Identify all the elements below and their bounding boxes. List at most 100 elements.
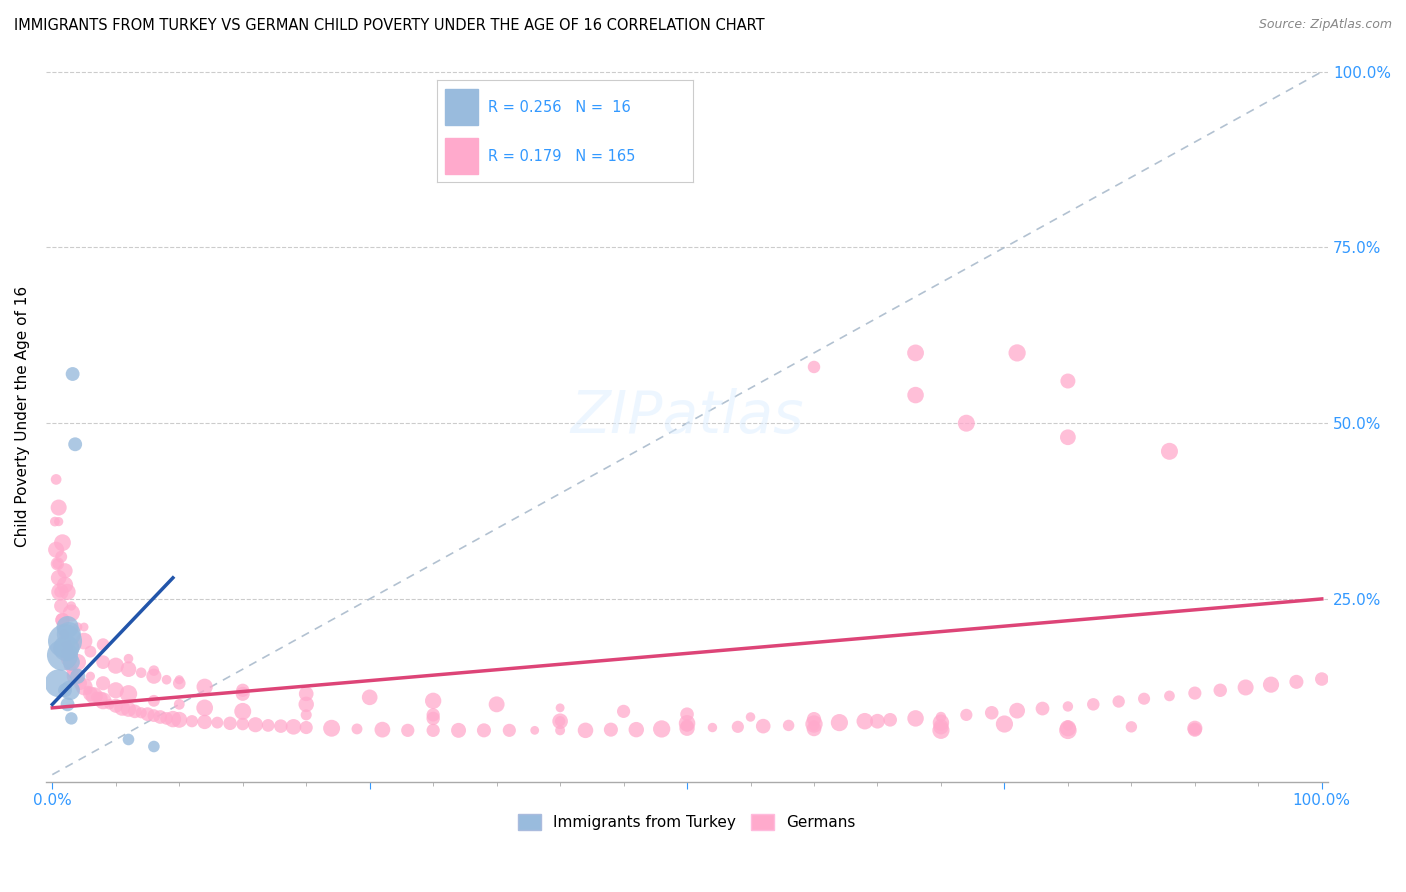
Point xyxy=(169,673,191,687)
Point xyxy=(45,472,67,486)
Point xyxy=(548,701,571,715)
Point xyxy=(599,723,621,737)
Point xyxy=(79,645,101,659)
Point xyxy=(162,712,184,726)
Point xyxy=(90,691,112,706)
Point xyxy=(194,701,217,715)
Point xyxy=(56,698,79,712)
Point xyxy=(1057,699,1080,714)
Point xyxy=(76,683,98,698)
Point xyxy=(181,714,204,729)
Point xyxy=(245,717,267,731)
Point xyxy=(53,564,76,578)
Point xyxy=(929,723,952,738)
Point xyxy=(346,722,368,736)
Point xyxy=(142,669,165,683)
Point xyxy=(651,722,673,736)
Point xyxy=(63,669,86,683)
Point xyxy=(73,680,96,694)
Point xyxy=(60,606,83,620)
Point xyxy=(79,669,101,683)
Point xyxy=(91,638,114,652)
Point xyxy=(803,359,825,374)
Point xyxy=(740,710,762,724)
Point xyxy=(1005,704,1028,718)
Point xyxy=(49,585,72,599)
Point xyxy=(904,388,927,402)
Point xyxy=(46,557,69,571)
Point xyxy=(295,707,318,722)
Point xyxy=(51,613,73,627)
Point xyxy=(676,707,699,722)
Point xyxy=(55,641,77,656)
Point xyxy=(1260,678,1282,692)
Point xyxy=(111,701,134,715)
Point xyxy=(232,705,254,719)
Point xyxy=(803,712,825,726)
Text: IMMIGRANTS FROM TURKEY VS GERMAN CHILD POVERTY UNDER THE AGE OF 16 CORRELATION C: IMMIGRANTS FROM TURKEY VS GERMAN CHILD P… xyxy=(14,18,765,33)
Point xyxy=(59,658,82,673)
Text: Source: ZipAtlas.com: Source: ZipAtlas.com xyxy=(1258,18,1392,31)
Point xyxy=(447,723,470,738)
Point xyxy=(169,713,191,727)
Point xyxy=(48,500,70,515)
Point xyxy=(62,367,84,381)
Point xyxy=(676,721,699,735)
Point xyxy=(142,739,165,754)
Point xyxy=(51,549,73,564)
Point xyxy=(1108,694,1130,708)
Point xyxy=(574,723,596,738)
Point xyxy=(676,716,699,731)
Point xyxy=(56,620,79,634)
Point xyxy=(155,711,177,725)
Point xyxy=(91,676,114,690)
Point xyxy=(1159,444,1181,458)
Point xyxy=(422,694,444,708)
Point xyxy=(548,714,571,729)
Point xyxy=(803,718,825,732)
Point xyxy=(828,715,851,730)
Point xyxy=(929,715,952,730)
Point xyxy=(752,719,775,733)
Point xyxy=(1184,721,1206,735)
Point xyxy=(1057,721,1080,735)
Point xyxy=(60,655,83,669)
Point xyxy=(73,634,96,648)
Point xyxy=(1121,720,1143,734)
Point xyxy=(548,723,571,738)
Point xyxy=(232,717,254,731)
Point xyxy=(53,578,76,592)
Point xyxy=(155,673,177,687)
Point xyxy=(1083,698,1105,712)
Point xyxy=(56,585,79,599)
Point xyxy=(955,707,977,722)
Point xyxy=(129,706,152,720)
Point xyxy=(866,714,889,729)
Point xyxy=(117,732,139,747)
Point xyxy=(219,716,242,731)
Point xyxy=(523,723,546,738)
Point xyxy=(117,651,139,665)
Point xyxy=(194,714,217,729)
Point xyxy=(52,627,75,641)
Point xyxy=(295,698,318,712)
Point xyxy=(422,723,444,738)
Point xyxy=(53,627,76,641)
Point xyxy=(1184,722,1206,736)
Point xyxy=(472,723,495,738)
Point xyxy=(62,665,84,680)
Point xyxy=(676,718,699,732)
Point xyxy=(48,515,70,529)
Point xyxy=(485,698,508,712)
Point xyxy=(66,655,89,669)
Point xyxy=(66,620,89,634)
Point xyxy=(207,715,229,730)
Point xyxy=(117,687,139,701)
Point xyxy=(422,711,444,725)
Point xyxy=(498,723,520,738)
Point xyxy=(45,542,67,557)
Point xyxy=(1057,718,1080,732)
Point xyxy=(136,707,159,722)
Point xyxy=(142,694,165,708)
Point xyxy=(58,627,80,641)
